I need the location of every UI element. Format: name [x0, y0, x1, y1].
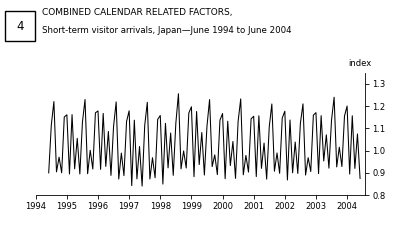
Text: index: index [348, 59, 371, 68]
Text: 4: 4 [16, 20, 23, 33]
Text: Short-term visitor arrivals, Japan—June 1994 to June 2004: Short-term visitor arrivals, Japan—June … [42, 26, 291, 35]
Text: COMBINED CALENDAR RELATED FACTORS,: COMBINED CALENDAR RELATED FACTORS, [42, 8, 232, 17]
